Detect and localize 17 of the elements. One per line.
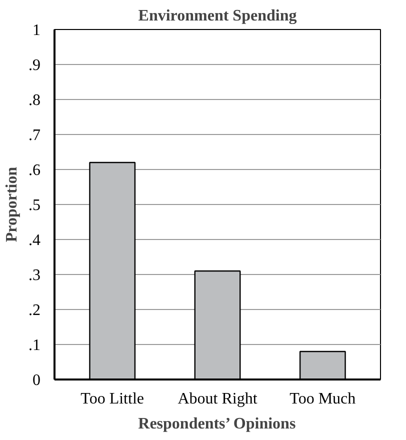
y-tick-label: .4 (28, 232, 40, 249)
y-tick-label: 1 (32, 22, 40, 39)
y-tick-label: .9 (28, 57, 40, 74)
x-tick-label: Too Little (80, 390, 144, 408)
y-axis-title: Proportion (4, 166, 20, 242)
y-tick-label: .7 (28, 127, 40, 144)
y-tick-label: .5 (28, 197, 40, 214)
y-tick-label: .3 (28, 267, 40, 284)
x-tick-label: About Right (178, 390, 258, 408)
x-axis-title: Respondents’ Opinions (138, 416, 296, 432)
y-tick-label: .8 (28, 92, 40, 109)
chart-title: Environment Spending (138, 8, 297, 24)
x-tick-label: Too Much (290, 390, 356, 408)
y-tick-label: .6 (28, 162, 40, 179)
y-tick-label: 0 (32, 372, 40, 389)
y-tick-label: .1 (28, 337, 40, 354)
y-tick-label: .2 (28, 302, 40, 319)
